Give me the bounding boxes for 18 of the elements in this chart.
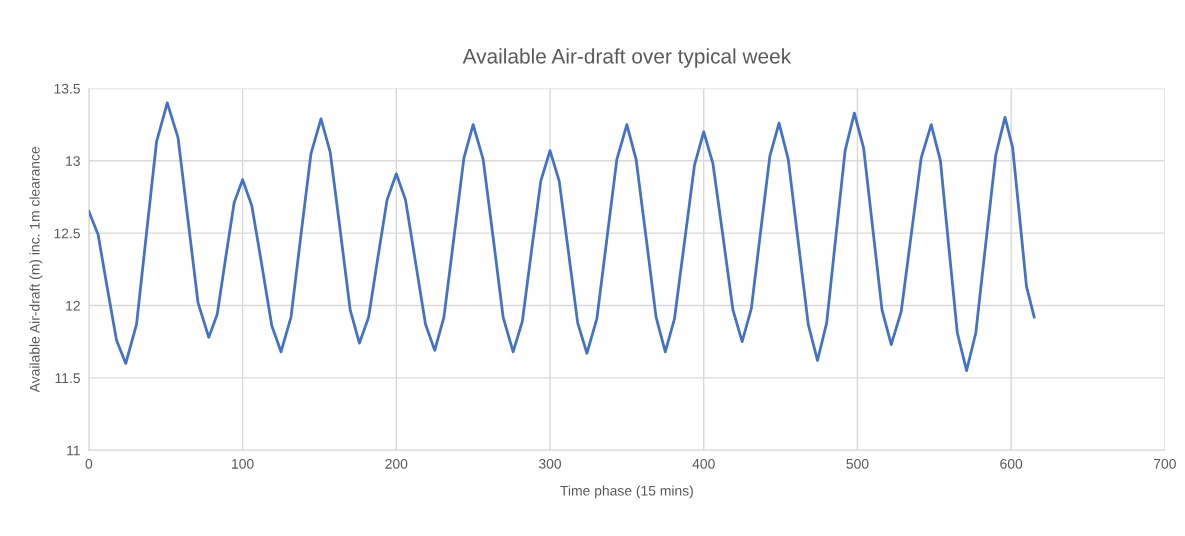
- x-tick-label: 400: [692, 458, 715, 469]
- x-tick-label: 200: [385, 458, 408, 469]
- y-tick-label: 12.5: [54, 228, 80, 239]
- y-tick-label: 13.5: [54, 83, 80, 94]
- x-tick-label: 100: [232, 458, 254, 469]
- y-tick-label: 11: [67, 445, 80, 456]
- y-axis-title: Available Air-draft (m) inc. 1m clearance: [29, 146, 43, 393]
- line-series: [88, 101, 1036, 373]
- x-tick-label: 700: [1153, 458, 1176, 469]
- y-tick-label: 13: [66, 156, 80, 166]
- chart-title: Available Air-draft over typical week: [462, 48, 792, 68]
- y-tick-label: 12: [66, 300, 80, 311]
- x-tick-label: 600: [1000, 458, 1023, 469]
- x-tick-label: 0: [85, 458, 93, 469]
- x-tick-label: 300: [538, 458, 562, 469]
- x-axis-title: Time phase (15 mins): [560, 485, 693, 499]
- y-tick-label: 11.5: [55, 373, 80, 384]
- x-tick-label: 500: [846, 458, 869, 469]
